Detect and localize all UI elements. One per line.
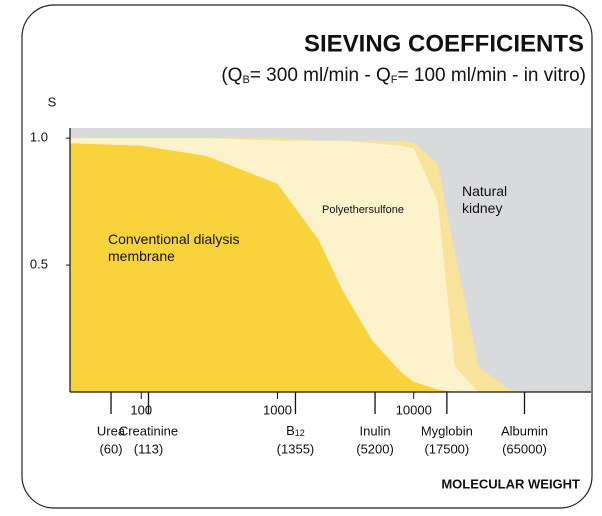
marker-name: B12 [286, 423, 305, 438]
y-tick-label: 1.0 [30, 130, 48, 145]
x-axis-label: MOLECULAR WEIGHT [441, 476, 580, 491]
subtitle-part: (Q [221, 65, 242, 86]
area [70, 143, 525, 392]
subtitle: (QB= 300 ml/min - QF= 100 ml/min - in vi… [221, 65, 586, 86]
marker-value-label: (113) [134, 441, 163, 456]
y-tick-label: 0.5 [30, 257, 48, 272]
x-tick-label: 10000 [396, 402, 432, 417]
marker-name-part: 12 [295, 428, 305, 438]
marker-value-label: (60) [99, 441, 122, 456]
marker-value-label: (1355) [277, 441, 315, 456]
marker-value-label: (17500) [424, 441, 469, 456]
subtitle-part: = 300 ml/min - Q [250, 65, 391, 86]
marker-name: Urea [97, 423, 126, 438]
subtitle-part: = 100 ml/min - in vitro) [398, 65, 586, 86]
y-axis-label: S [48, 94, 57, 109]
marker-value-label: (5200) [356, 441, 394, 456]
subtitle-part: B [242, 74, 249, 86]
marker-name: Albumin [501, 423, 548, 438]
series-label: Polyethersulfone [322, 204, 404, 216]
x-tick-label: 100 [130, 402, 152, 417]
x-tick-label: 1000 [263, 402, 292, 417]
marker-value-label: (65000) [502, 441, 547, 456]
series-label: Conventional dialysis membrane [108, 231, 240, 264]
series-label: Natural kidney [462, 183, 508, 216]
chart-title: SIEVING COEFFICIENTS [304, 30, 584, 57]
subtitle-part: F [391, 74, 398, 86]
marker-name-part: B [286, 423, 295, 438]
marker-name: Inulin [360, 423, 391, 438]
marker-name: Myglobin [421, 423, 473, 438]
marker-name: Creatinine [119, 423, 178, 438]
